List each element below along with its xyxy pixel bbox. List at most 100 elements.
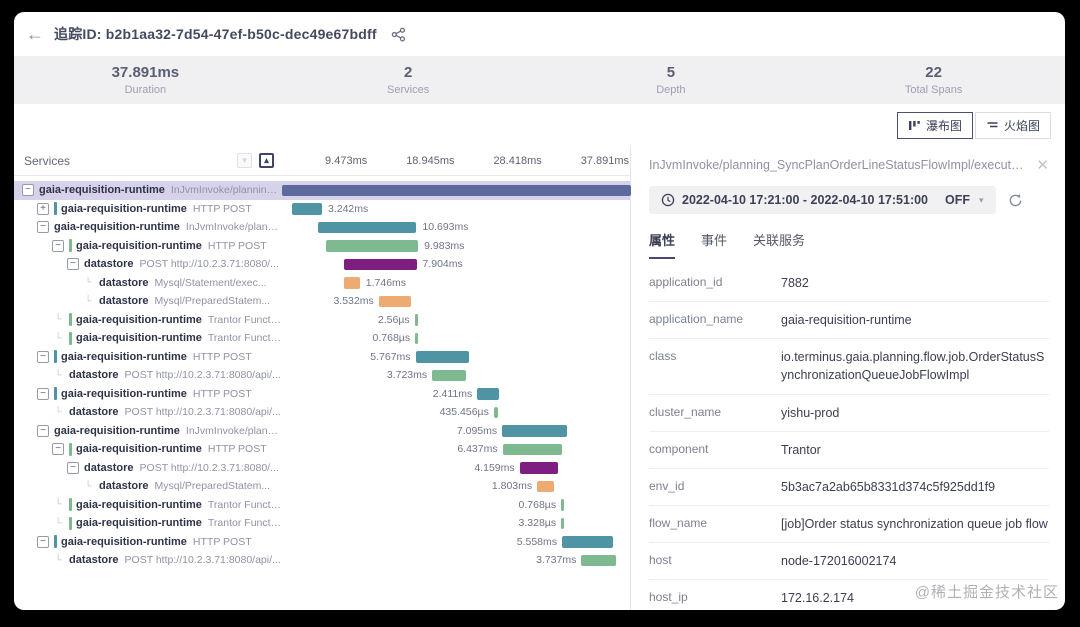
expand-toggle[interactable]: − bbox=[37, 387, 49, 400]
stat-value: 22 bbox=[925, 64, 942, 81]
span-duration-bar[interactable] bbox=[415, 332, 419, 344]
span-service-name: gaia-requisition-runtime bbox=[54, 221, 180, 234]
span-duration-bar[interactable] bbox=[562, 536, 614, 548]
expand-toggle[interactable]: − bbox=[52, 239, 64, 252]
span-timeline-cell: 0.768µs bbox=[282, 496, 631, 515]
span-duration-label: 4.159ms bbox=[474, 461, 515, 474]
span-duration-bar[interactable] bbox=[537, 480, 554, 492]
span-row[interactable]: − gaia-requisition-runtime InJvmInvoke/pla… bbox=[14, 181, 631, 200]
span-duration-bar[interactable] bbox=[326, 240, 419, 252]
tab-属性[interactable]: 属性 bbox=[649, 230, 676, 259]
flame-view-label: 火焰图 bbox=[1003, 118, 1040, 133]
tab-事件[interactable]: 事件 bbox=[701, 233, 728, 248]
span-duration-bar[interactable] bbox=[432, 369, 467, 381]
stat-label: Depth bbox=[656, 84, 686, 96]
span-row[interactable]: − datastore POST http://10.2.3.71:8080/...… bbox=[14, 459, 630, 478]
span-duration-bar[interactable] bbox=[477, 388, 500, 400]
span-detail-panel: InJvmInvoke/planning_SyncPlanOrderLineSt… bbox=[631, 146, 1065, 610]
span-row[interactable]: └ datastore Mysql/Statement/exec... 1.746ms bbox=[14, 274, 630, 293]
span-row[interactable]: − gaia-requisition-runtime HTTP POST 5.558m… bbox=[14, 533, 630, 552]
property-row: flow_name [job]Order status synchronizati… bbox=[649, 506, 1049, 543]
span-duration-bar[interactable] bbox=[561, 517, 565, 529]
waterfall-view-button[interactable]: 瀑布图 bbox=[896, 111, 973, 139]
span-row[interactable]: └ gaia-requisition-runtime Trantor Functio… bbox=[14, 329, 630, 348]
span-row[interactable]: └ gaia-requisition-runtime Trantor Functio… bbox=[14, 514, 630, 533]
expand-toggle[interactable]: − bbox=[67, 461, 79, 474]
tree-connector-icon: └ bbox=[54, 314, 62, 326]
span-duration-bar[interactable] bbox=[378, 295, 412, 307]
span-row[interactable]: └ datastore POST http://10.2.3.71:8080/api… bbox=[14, 551, 630, 570]
expand-toggle[interactable]: − bbox=[67, 258, 79, 271]
span-timeline-cell: 2.56µs bbox=[282, 311, 631, 330]
span-tree-cell: └ datastore Mysql/PreparedStatem... bbox=[14, 480, 282, 492]
span-row[interactable]: └ datastore Mysql/PreparedStatem... 1.803ms bbox=[14, 477, 630, 496]
span-duration-bar[interactable] bbox=[415, 351, 469, 363]
span-service-name: gaia-requisition-runtime bbox=[76, 332, 202, 345]
span-duration-bar[interactable] bbox=[581, 554, 616, 566]
span-duration-bar[interactable] bbox=[292, 203, 322, 215]
span-type-marker bbox=[69, 313, 72, 327]
span-operation-name: HTTP POST bbox=[207, 239, 267, 252]
flame-view-button[interactable]: 火焰图 bbox=[974, 111, 1051, 139]
expand-all-icon[interactable]: ▴ bbox=[259, 153, 274, 168]
span-timeline-cell: 0.768µs bbox=[282, 329, 631, 348]
span-duration-bar[interactable] bbox=[519, 462, 558, 474]
auto-refresh-value[interactable]: OFF bbox=[945, 193, 971, 207]
expand-toggle[interactable]: − bbox=[37, 424, 49, 437]
span-row[interactable]: − gaia-requisition-runtime InJvmInvoke/pla… bbox=[14, 218, 630, 237]
span-duration-bar[interactable] bbox=[561, 499, 565, 511]
expand-toggle[interactable]: − bbox=[37, 221, 49, 234]
expand-toggle[interactable]: − bbox=[22, 184, 34, 197]
span-duration-bar[interactable] bbox=[282, 184, 631, 196]
expand-toggle[interactable]: − bbox=[37, 535, 49, 548]
span-row[interactable]: + gaia-requisition-runtime HTTP POST 3.242m… bbox=[14, 200, 630, 219]
span-operation-name: HTTP POST bbox=[192, 387, 252, 400]
span-service-name: gaia-requisition-runtime bbox=[61, 535, 187, 548]
span-service-name: gaia-requisition-runtime bbox=[76, 239, 202, 252]
span-duration-bar[interactable] bbox=[317, 221, 417, 233]
span-operation-name: POST http://10.2.3.71:8080/api/... bbox=[124, 406, 281, 419]
span-row[interactable]: └ datastore Mysql/PreparedStatem... 3.532ms bbox=[14, 292, 630, 311]
back-arrow-icon[interactable]: ← bbox=[26, 23, 44, 44]
span-duration-bar[interactable] bbox=[343, 277, 360, 289]
span-timeline-cell: 4.159ms bbox=[282, 459, 631, 478]
span-duration-bar[interactable] bbox=[343, 258, 417, 270]
span-duration-bar[interactable] bbox=[493, 406, 498, 418]
expand-toggle[interactable]: + bbox=[37, 202, 49, 215]
span-duration-bar[interactable] bbox=[502, 425, 568, 437]
waterfall-panel: Services ▾ ▴ 9.473ms 18.945ms 28.418ms 37.8… bbox=[14, 146, 631, 610]
refresh-icon[interactable] bbox=[1008, 193, 1023, 208]
span-type-marker bbox=[54, 350, 57, 364]
span-row[interactable]: − gaia-requisition-runtime InJvmInvoke/pla… bbox=[14, 422, 630, 441]
property-key: component bbox=[649, 441, 709, 456]
expand-toggle[interactable]: − bbox=[52, 443, 64, 456]
span-row[interactable]: − gaia-requisition-runtime HTTP POST 6.437m… bbox=[14, 440, 630, 459]
span-row[interactable]: − gaia-requisition-runtime HTTP POST 2.411m… bbox=[14, 385, 630, 404]
close-icon[interactable]: ✕ bbox=[1036, 157, 1049, 174]
span-row[interactable]: − gaia-requisition-runtime HTTP POST 5.767m… bbox=[14, 348, 630, 367]
time-range-picker[interactable]: 2022-04-10 17:21:00 - 2022-04-10 17:51:0… bbox=[649, 186, 996, 214]
expand-toggle[interactable]: − bbox=[37, 350, 49, 363]
span-row[interactable]: − gaia-requisition-runtime HTTP POST 9.983m… bbox=[14, 237, 630, 256]
span-row[interactable]: └ gaia-requisition-runtime Trantor Functio… bbox=[14, 311, 630, 330]
span-row[interactable]: − datastore POST http://10.2.3.71:8080/...… bbox=[14, 255, 630, 274]
span-type-marker bbox=[69, 516, 72, 530]
span-row[interactable]: └ gaia-requisition-runtime Trantor Functio… bbox=[14, 496, 630, 515]
property-row: host_ip 172.16.2.174 bbox=[649, 580, 1049, 610]
span-service-name: datastore bbox=[99, 480, 149, 493]
span-timeline-cell: 3.328µs bbox=[282, 514, 631, 533]
stat-value: 2 bbox=[403, 64, 413, 81]
property-row: env_id 5b3ac7a2ab65b8331d374c5f925dd1f9 bbox=[649, 469, 1049, 506]
span-row[interactable]: └ datastore POST http://10.2.3.71:8080/api… bbox=[14, 366, 630, 385]
span-duration-bar[interactable] bbox=[414, 314, 418, 326]
span-tree-cell: └ datastore POST http://10.2.3.71:8080/api… bbox=[14, 369, 282, 381]
span-timeline-cell: 10.693ms bbox=[282, 218, 631, 237]
tab-关联服务[interactable]: 关联服务 bbox=[753, 233, 806, 248]
span-operation-name: InJvmInvoke/plannin... bbox=[185, 221, 282, 234]
property-row: application_name gaia-requisition-runtime bbox=[649, 302, 1049, 340]
span-row[interactable]: └ datastore POST http://10.2.3.71:8080/api… bbox=[14, 403, 630, 422]
collapse-all-icon[interactable]: ▾ bbox=[237, 153, 252, 168]
span-duration-bar[interactable] bbox=[502, 443, 562, 455]
share-icon[interactable] bbox=[391, 27, 406, 42]
span-tree-cell: └ gaia-requisition-runtime Trantor Functio… bbox=[14, 313, 282, 327]
